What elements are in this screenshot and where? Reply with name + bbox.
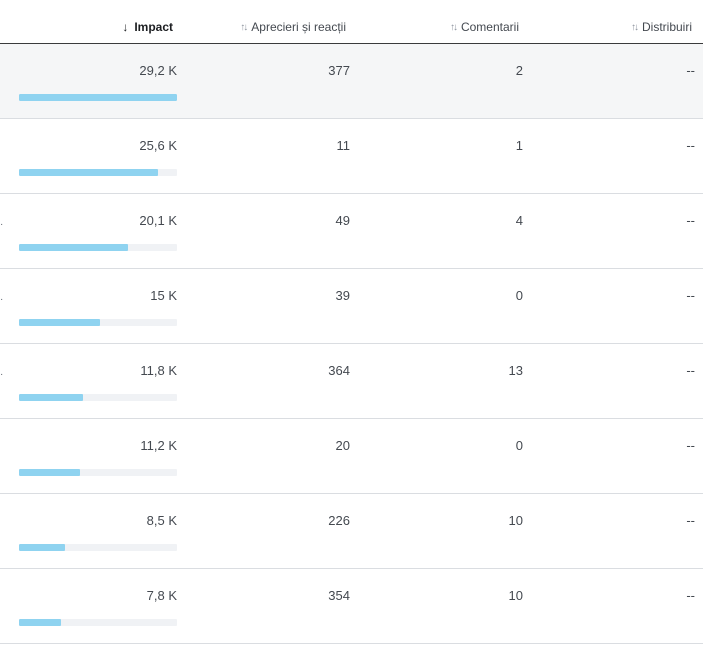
impact-value: 8,5 K [146, 513, 177, 528]
likes-value: 11 [336, 138, 351, 153]
table-row[interactable]: · 15 K 39 0 -- [0, 269, 703, 344]
impact-bar-track [19, 319, 177, 326]
impact-bar-fill [19, 94, 177, 101]
impact-bar-fill [19, 469, 80, 476]
impact-value: 20,1 K [139, 213, 177, 228]
impact-bar-track [19, 169, 177, 176]
shares-value: -- [686, 588, 695, 603]
shares-value: -- [686, 63, 695, 78]
impact-value: 25,6 K [139, 138, 177, 153]
truncated-cell-marker: · [0, 219, 4, 230]
likes-value: 39 [335, 288, 350, 303]
impact-bar-fill [19, 169, 158, 176]
column-header-impact[interactable]: ↓ Impact [122, 20, 173, 34]
likes-value: 364 [328, 363, 350, 378]
comments-value: 0 [515, 438, 523, 453]
table-row[interactable]: · 11,8 K 364 13 -- [0, 344, 703, 419]
column-header-comments[interactable]: ↑↓ Comentarii [450, 20, 519, 34]
impact-bar-track [19, 469, 177, 476]
likes-value: 354 [328, 588, 350, 603]
impact-value: 11,8 K [140, 363, 177, 378]
shares-value: -- [686, 513, 695, 528]
likes-value: 226 [328, 513, 350, 528]
impact-bar-track [19, 619, 177, 626]
impact-bar-fill [19, 244, 128, 251]
comments-value: 2 [515, 63, 523, 78]
column-header-shares[interactable]: ↑↓ Distribuiri [631, 20, 692, 34]
shares-value: -- [686, 288, 695, 303]
table-header: ↓ Impact ↑↓ Aprecieri și reacții ↑↓ Come… [0, 0, 703, 44]
likes-value: 20 [335, 438, 350, 453]
impact-bar-track [19, 544, 177, 551]
table-row[interactable]: · 20,1 K 49 4 -- [0, 194, 703, 269]
truncated-cell-marker: · [0, 369, 4, 380]
column-header-label: Aprecieri și reacții [251, 20, 346, 34]
sort-updown-icon: ↑↓ [449, 21, 458, 33]
sort-updown-icon: ↑↓ [240, 21, 248, 33]
comments-value: 1 [515, 138, 523, 153]
comments-value: 13 [508, 363, 523, 378]
impact-bar-fill [19, 619, 61, 626]
impact-bar-fill [19, 319, 100, 326]
impact-bar-track [19, 394, 177, 401]
likes-value: 49 [335, 213, 350, 228]
column-header-label: Comentarii [460, 20, 519, 34]
impact-value: 29,2 K [139, 63, 177, 78]
down-arrow-icon: ↓ [122, 20, 129, 34]
truncated-cell-marker: · [0, 294, 4, 305]
table-row[interactable]: 11,2 K 20 0 -- [0, 419, 703, 494]
comments-value: 4 [515, 213, 523, 228]
shares-value: -- [686, 363, 695, 378]
comments-value: 0 [515, 288, 523, 303]
impact-bar-track [19, 244, 177, 251]
impact-value: 15 K [150, 288, 177, 303]
likes-value: 377 [328, 63, 350, 78]
comments-value: 10 [508, 588, 523, 603]
impact-bar-track [19, 94, 177, 101]
table-row[interactable]: 7,8 K 354 10 -- [0, 569, 703, 644]
shares-value: -- [686, 213, 695, 228]
shares-value: -- [686, 438, 695, 453]
table-row[interactable]: 8,5 K 226 10 -- [0, 494, 703, 569]
column-header-label: Distribuiri [641, 20, 692, 34]
table-row[interactable]: 29,2 K 377 2 -- [0, 44, 703, 119]
comments-value: 10 [508, 513, 523, 528]
sort-updown-icon: ↑↓ [630, 21, 639, 33]
shares-value: -- [686, 138, 695, 153]
impact-value: 7,8 K [146, 588, 177, 603]
impact-bar-fill [19, 394, 83, 401]
impact-value: 11,2 K [140, 438, 177, 453]
table-row[interactable]: 25,6 K 11 1 -- [0, 119, 703, 194]
column-header-label: Impact [134, 20, 173, 34]
impact-bar-fill [19, 544, 65, 551]
column-header-likes[interactable]: ↑↓ Aprecieri și reacții [240, 20, 346, 34]
